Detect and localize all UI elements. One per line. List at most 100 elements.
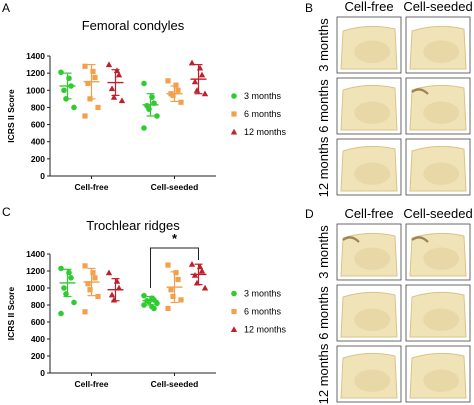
photo-row-header: 12 months xyxy=(316,136,331,197)
tissue-texture xyxy=(354,369,391,392)
data-point xyxy=(170,293,176,300)
data-point xyxy=(193,87,201,93)
data-point xyxy=(170,92,176,99)
panel-letter-d: D xyxy=(305,207,314,221)
data-point xyxy=(154,113,160,119)
data-point xyxy=(141,80,147,87)
y-axis-label: ICRS II Score xyxy=(6,287,16,341)
photo-row-header: 6 months xyxy=(316,286,331,340)
y-tick-label: 1000 xyxy=(26,85,45,95)
data-point xyxy=(95,293,101,300)
y-tick-label: 200 xyxy=(31,154,45,164)
y-tick-label: 1400 xyxy=(26,249,45,259)
tissue-texture xyxy=(423,162,460,185)
data-point xyxy=(90,68,96,75)
y-tick-label: 0 xyxy=(40,171,45,181)
legend-label: 3 months xyxy=(244,289,282,299)
data-point xyxy=(58,69,64,76)
y-tick-label: 800 xyxy=(31,102,45,112)
tissue-texture xyxy=(354,40,391,63)
photo-row-header: 12 months xyxy=(316,343,331,404)
data-point xyxy=(191,272,199,278)
data-point xyxy=(201,284,209,291)
data-point xyxy=(66,269,72,276)
tissue-sample xyxy=(409,25,467,70)
tissue-texture xyxy=(354,162,391,185)
tissue-sample xyxy=(340,145,398,192)
data-point xyxy=(201,90,209,97)
y-tick-label: 400 xyxy=(31,137,45,147)
data-point xyxy=(146,298,152,305)
data-point xyxy=(63,291,69,297)
data-point xyxy=(196,64,204,71)
data-point xyxy=(110,296,118,303)
data-point xyxy=(90,270,96,276)
x-tick-label: Cell-free xyxy=(74,379,108,389)
data-point xyxy=(92,74,98,81)
legend-label: 6 months xyxy=(244,307,282,317)
data-point xyxy=(151,100,157,106)
data-point xyxy=(85,80,91,87)
y-axis-label: ICRS II Score xyxy=(6,89,16,143)
tissue-texture xyxy=(354,101,391,124)
data-point xyxy=(154,300,160,307)
data-point xyxy=(58,310,64,317)
y-tick-label: 1200 xyxy=(26,68,45,78)
tissue-sample xyxy=(409,352,467,399)
data-point xyxy=(82,263,88,269)
data-point xyxy=(110,93,118,100)
data-point xyxy=(61,87,67,94)
data-point xyxy=(175,276,181,283)
legend-marker xyxy=(231,111,237,117)
tissue-texture xyxy=(423,369,460,392)
tissue-sample xyxy=(340,25,398,70)
data-point xyxy=(188,59,196,66)
legend-marker xyxy=(231,308,237,315)
data-point xyxy=(63,96,69,102)
data-point xyxy=(141,125,147,131)
data-point xyxy=(191,78,199,85)
data-point xyxy=(188,261,196,267)
data-point xyxy=(165,262,171,268)
tissue-dark-edge xyxy=(342,236,360,243)
data-point xyxy=(66,75,72,82)
tissue-texture xyxy=(354,247,391,270)
legend-label: 6 months xyxy=(244,109,282,119)
panel-letter-b: B xyxy=(305,1,313,15)
y-tick-label: 1200 xyxy=(26,266,45,276)
data-point xyxy=(198,71,206,78)
tissue-texture xyxy=(354,308,391,331)
photo-panel-d: Cell-free Cell-seeded 3 months 6 months 12 m… xyxy=(316,206,473,404)
data-point xyxy=(113,278,121,284)
photo-row-header: 6 months xyxy=(316,79,331,133)
data-point xyxy=(113,67,121,74)
data-point xyxy=(165,305,171,311)
chart-trochlear-ridges: Trochlear ridges ICRS II Score 0 200 400 600 8… xyxy=(6,218,287,389)
data-point xyxy=(82,63,88,69)
photo-row-header: 3 months xyxy=(316,18,331,72)
tissue-sample xyxy=(340,291,398,338)
data-point xyxy=(95,104,101,111)
tissue-texture xyxy=(423,247,460,270)
data-point xyxy=(85,281,91,287)
photo-column-header: Cell-seeded xyxy=(403,0,472,14)
data-point xyxy=(115,284,123,291)
y-tick-label: 800 xyxy=(31,300,45,310)
data-point xyxy=(71,299,77,306)
panel-letter-c: C xyxy=(2,205,11,219)
data-point xyxy=(82,309,88,315)
data-point xyxy=(151,305,157,312)
data-point xyxy=(58,265,64,272)
data-point xyxy=(149,94,155,100)
panel-letter-a: A xyxy=(2,1,10,15)
x-tick-label: Cell-seeded xyxy=(151,182,199,192)
data-point xyxy=(173,82,179,88)
data-point xyxy=(141,302,147,308)
tissue-sample xyxy=(340,352,398,399)
y-tick-label: 1000 xyxy=(26,283,45,293)
x-tick-label: Cell-seeded xyxy=(151,379,199,389)
data-point xyxy=(146,106,152,112)
legend-marker xyxy=(231,290,237,297)
data-point xyxy=(175,87,181,93)
